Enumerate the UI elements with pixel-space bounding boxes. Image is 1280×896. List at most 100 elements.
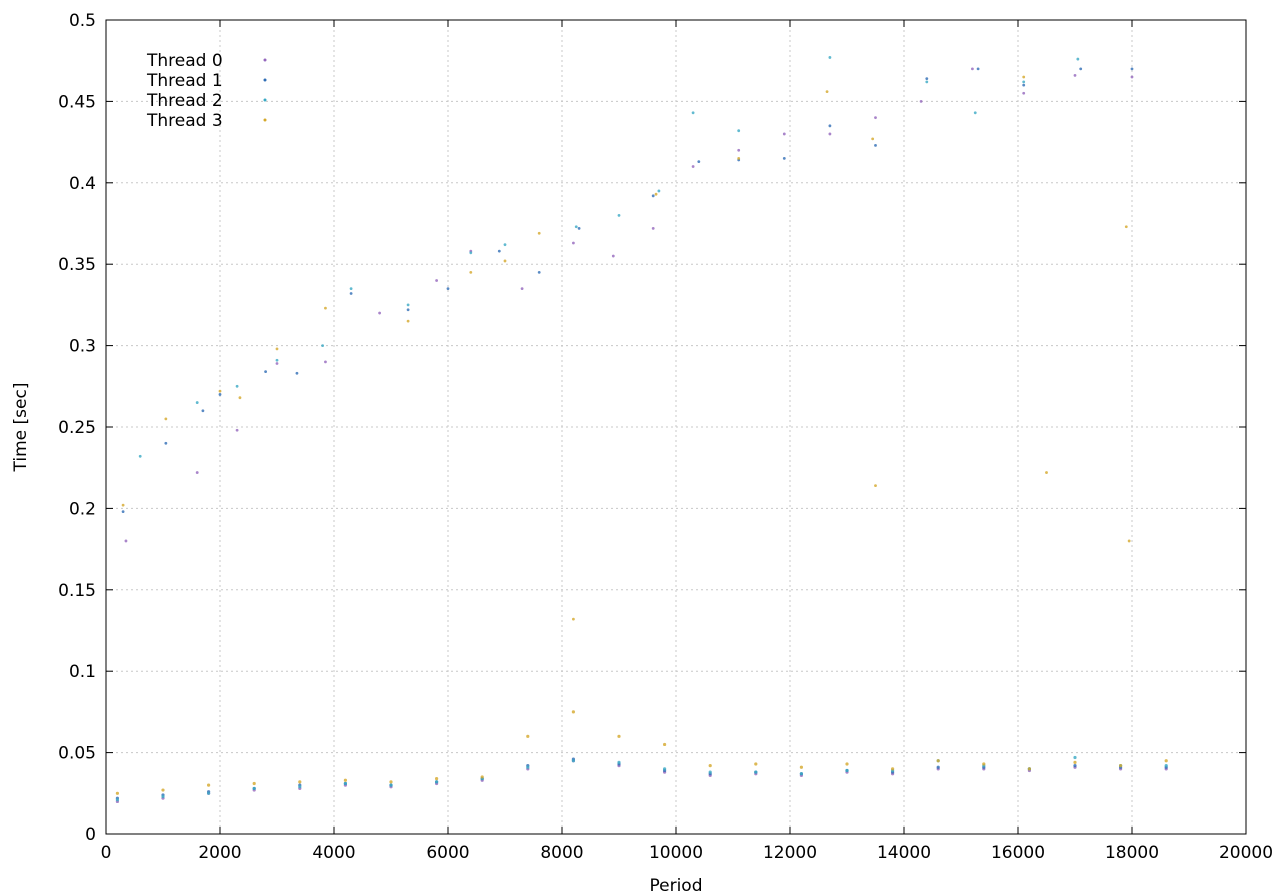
outlier-point <box>121 510 125 514</box>
outlier-point <box>201 409 205 413</box>
outlier-point <box>324 306 327 310</box>
outlier-point <box>737 148 741 152</box>
outlier-point <box>1022 83 1026 87</box>
legend-label: Thread 3 <box>146 111 223 131</box>
outlier-point <box>971 67 974 71</box>
outlier-point <box>782 156 786 160</box>
y-tick-label: 0.35 <box>58 255 96 275</box>
legend-marker <box>263 58 267 62</box>
legend-marker <box>263 78 267 82</box>
data-point <box>663 742 667 747</box>
x-tick-label: 6000 <box>426 843 469 863</box>
outlier-point <box>446 287 450 291</box>
outlier-point <box>121 503 125 507</box>
x-tick-label: 2000 <box>198 843 241 863</box>
outlier-point <box>1076 57 1080 61</box>
data-point <box>982 762 986 766</box>
y-tick-label: 0.15 <box>58 581 96 601</box>
outlier-point <box>577 226 581 230</box>
data-point <box>571 710 576 714</box>
data-point <box>252 781 256 786</box>
data-point <box>799 772 804 776</box>
outlier-point <box>973 111 977 115</box>
data-point <box>845 768 849 773</box>
outlier-point <box>976 67 980 71</box>
series-1 <box>115 67 1168 800</box>
x-tick-label: 8000 <box>540 843 583 863</box>
outlier-point <box>874 116 877 120</box>
outlier-point <box>651 194 655 198</box>
outlier-point <box>195 401 199 404</box>
data-point <box>161 794 165 799</box>
outlier-point <box>349 292 353 295</box>
outlier-point <box>1124 225 1128 229</box>
outlier-point <box>574 225 578 229</box>
outlier-point <box>218 393 222 396</box>
legend-label: Thread 1 <box>146 71 223 91</box>
data-point <box>1027 767 1031 771</box>
data-point <box>571 759 576 763</box>
x-tick-label: 20000 <box>1219 843 1273 863</box>
outlier-point <box>164 417 168 421</box>
outlier-point <box>825 90 829 94</box>
data-point <box>1119 764 1123 768</box>
outlier-point <box>1130 67 1134 71</box>
x-tick-label: 12000 <box>763 843 817 863</box>
data-point <box>663 767 667 771</box>
outlier-point <box>378 311 381 315</box>
outlier-point <box>235 428 239 432</box>
outlier-point <box>235 384 239 388</box>
data-point <box>115 791 119 795</box>
data-point <box>754 762 758 766</box>
outlier-point <box>1073 73 1077 77</box>
outlier-point <box>406 308 410 312</box>
data-point <box>617 734 621 738</box>
x-tick-label: 18000 <box>1105 843 1159 863</box>
data-point <box>298 785 302 789</box>
outlier-point <box>691 111 695 115</box>
outlier-point <box>782 132 786 136</box>
y-tick-label: 0.1 <box>69 662 96 682</box>
axis-ticks: 0 2000 4000 6000 8000 10000 12000 14000 16000 180… <box>58 11 1273 863</box>
outlier-point <box>1022 91 1026 95</box>
outlier-point <box>138 454 142 458</box>
outlier-point <box>828 132 832 136</box>
series-0 <box>115 67 1168 804</box>
x-tick-label: 0 <box>101 843 112 863</box>
outlier-point <box>737 156 741 160</box>
y-tick-label: 0.2 <box>69 499 96 519</box>
outlier-point <box>611 254 615 258</box>
data-point <box>891 767 895 771</box>
outlier-point <box>469 270 473 274</box>
y-tick-label: 0.05 <box>58 744 96 764</box>
data-point <box>708 764 712 768</box>
outlier-point <box>275 358 279 362</box>
outlier-point <box>1022 80 1026 84</box>
data-point <box>708 770 712 774</box>
data-point <box>1073 764 1077 768</box>
data-point <box>161 788 165 792</box>
data-point <box>1073 755 1077 760</box>
y-tick-label: 0.45 <box>58 92 96 112</box>
outlier-point <box>1079 67 1083 71</box>
outlier-point <box>238 396 242 400</box>
outlier-point <box>124 539 128 543</box>
outlier-point <box>691 165 695 168</box>
outlier-point <box>520 287 524 291</box>
outlier-point <box>503 243 507 247</box>
outlier-point <box>1130 75 1134 79</box>
outlier-point <box>737 129 741 133</box>
series-3 <box>115 75 1168 795</box>
outlier-point <box>657 189 661 193</box>
outlier-point <box>874 143 877 147</box>
outlier-point <box>874 484 877 488</box>
y-tick-label: 0 <box>85 825 96 845</box>
outlier-point <box>435 279 438 282</box>
legend-marker <box>263 118 267 122</box>
data-point <box>389 780 393 784</box>
data-point <box>343 778 347 782</box>
x-tick-label: 16000 <box>991 843 1045 863</box>
outlier-point <box>697 160 701 164</box>
